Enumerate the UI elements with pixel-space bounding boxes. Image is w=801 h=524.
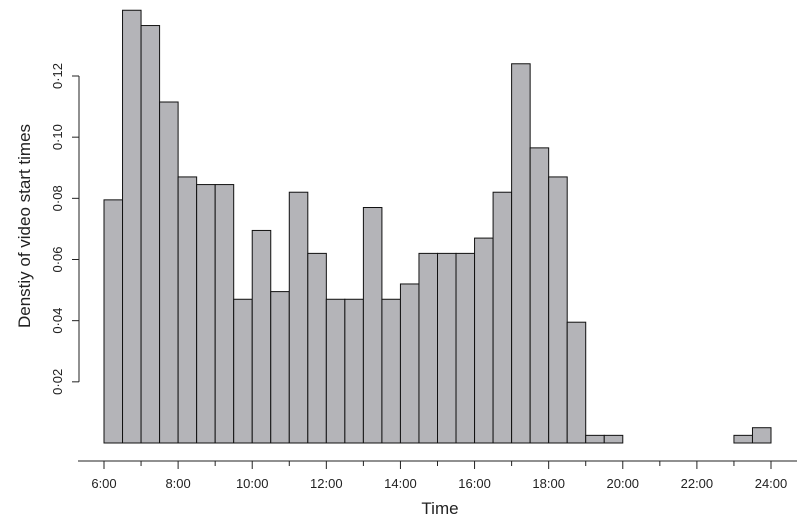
histogram-bar xyxy=(307,252,327,444)
histogram-bar xyxy=(418,252,439,444)
histogram-bar xyxy=(733,434,753,444)
y-tick-label: 0·02 xyxy=(50,369,65,395)
histogram-bar xyxy=(140,25,161,444)
histogram-bar xyxy=(177,176,198,444)
x-tick-label: 10:00 xyxy=(236,476,269,491)
histogram-bar xyxy=(251,229,272,444)
histogram-bar xyxy=(288,191,309,444)
x-axis-title: Time xyxy=(421,499,458,518)
x-tick-label: 12:00 xyxy=(310,476,343,491)
histogram-bar xyxy=(511,63,531,444)
histogram-bar xyxy=(492,191,513,444)
x-tick-label: 24:00 xyxy=(755,476,788,491)
histogram-bar xyxy=(548,176,568,444)
y-tick-label: 0·10 xyxy=(50,124,65,150)
histogram-bar xyxy=(214,184,235,444)
x-axis: 6:00 8:00 10:00 12:00 14:00 16:00 18:00 20:00 22… xyxy=(78,460,797,491)
x-tick-label: 22:00 xyxy=(681,476,714,491)
histogram-bar xyxy=(362,207,383,444)
y-tick-label: 0·04 xyxy=(50,308,65,334)
histogram-bar xyxy=(122,9,142,444)
histogram-bar xyxy=(159,101,179,444)
histogram-bar xyxy=(233,298,253,444)
histogram-bar xyxy=(399,283,420,444)
x-tick-label: 6:00 xyxy=(91,476,116,491)
histogram-bar xyxy=(103,199,124,444)
y-tick-label: 0·12 xyxy=(50,63,65,89)
x-tick-label: 20:00 xyxy=(607,476,640,491)
histogram-bar xyxy=(751,427,772,444)
y-tick-label: 0·08 xyxy=(50,185,65,211)
histogram-bar xyxy=(344,298,364,444)
y-axis: 0·02 0·04 0·06 0·08 0·10 0·12 xyxy=(50,63,80,395)
y-tick-label: 0·06 xyxy=(50,246,65,272)
bars-layer xyxy=(103,9,772,444)
histogram-bar xyxy=(437,252,457,444)
histogram-bar xyxy=(529,147,550,444)
histogram-bar xyxy=(381,298,401,444)
histogram-bar xyxy=(566,321,587,444)
histogram-bar xyxy=(270,291,290,444)
histogram-bar xyxy=(603,434,624,444)
x-tick-label: 8:00 xyxy=(165,476,190,491)
x-tick-label: 14:00 xyxy=(384,476,417,491)
y-axis-title: Denstiy of video start times xyxy=(15,124,34,328)
histogram-bar xyxy=(474,237,494,444)
histogram-bar xyxy=(196,184,216,444)
histogram-bar xyxy=(325,298,346,444)
x-tick-label: 16:00 xyxy=(458,476,491,491)
histogram-bar xyxy=(585,434,605,444)
histogram-bar xyxy=(455,252,476,444)
x-tick-label: 18:00 xyxy=(532,476,565,491)
